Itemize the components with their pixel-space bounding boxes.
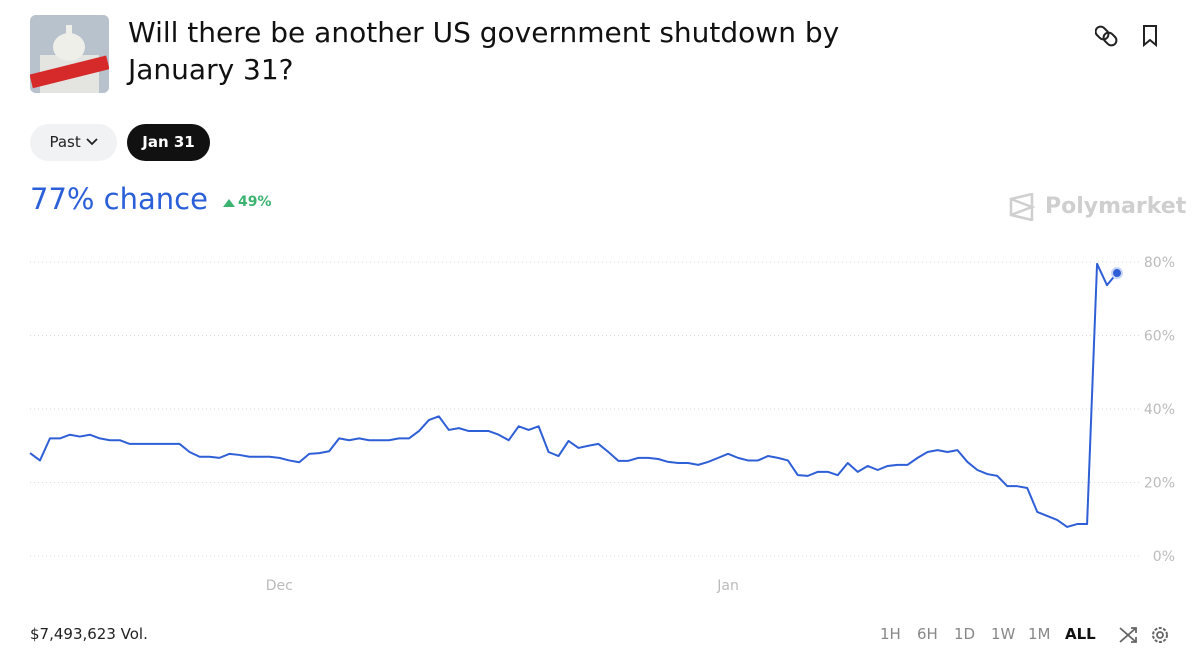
range-button[interactable]: ALL [1065, 625, 1096, 643]
bookmark-icon[interactable] [1143, 25, 1157, 48]
end-point [1111, 267, 1123, 280]
footer-icons [1119, 627, 1168, 643]
range-button[interactable]: 1D [954, 625, 976, 643]
range-button[interactable]: 1H [880, 625, 901, 643]
market-thumbnail [30, 15, 109, 93]
range-button[interactable]: 1M [1028, 625, 1051, 643]
chart: 0% 20% 40% 60% 80% Dec Jan [29, 255, 1175, 594]
chance: 77% chance [30, 182, 208, 216]
filter-date[interactable]: Jan 31 [127, 124, 210, 161]
brand-logo [1009, 193, 1036, 221]
chevron [85, 138, 98, 146]
thumbnail-art [30, 15, 109, 93]
filter-label: Jan 31 [142, 133, 195, 151]
settings-icon[interactable] [1152, 627, 1168, 643]
price-line [29, 262, 1118, 528]
range-button[interactable]: 1W [991, 625, 1016, 643]
market-title: Will there be another US government shut… [128, 16, 840, 86]
x-tick-label: Dec [266, 578, 293, 594]
y-tick-label: 60% [1144, 329, 1175, 345]
brand: Polymarket [1045, 194, 1187, 219]
header-icons [1095, 25, 1157, 48]
y-tick-label: 40% [1144, 402, 1175, 418]
x-tick-label: Jan [716, 578, 739, 594]
filter-label: Past [49, 133, 81, 151]
change: 49% [238, 194, 272, 210]
y-tick-label: 0% [1153, 549, 1175, 565]
filter-past[interactable]: Past [30, 124, 117, 161]
volume: $7,493,623 Vol. [30, 625, 148, 643]
link-icon[interactable] [1095, 25, 1118, 48]
shuffle-icon[interactable] [1119, 627, 1137, 643]
y-tick-label: 80% [1144, 255, 1175, 271]
up-arrow [223, 199, 235, 207]
y-tick-label: 20% [1144, 476, 1175, 492]
range-button[interactable]: 6H [917, 625, 938, 643]
